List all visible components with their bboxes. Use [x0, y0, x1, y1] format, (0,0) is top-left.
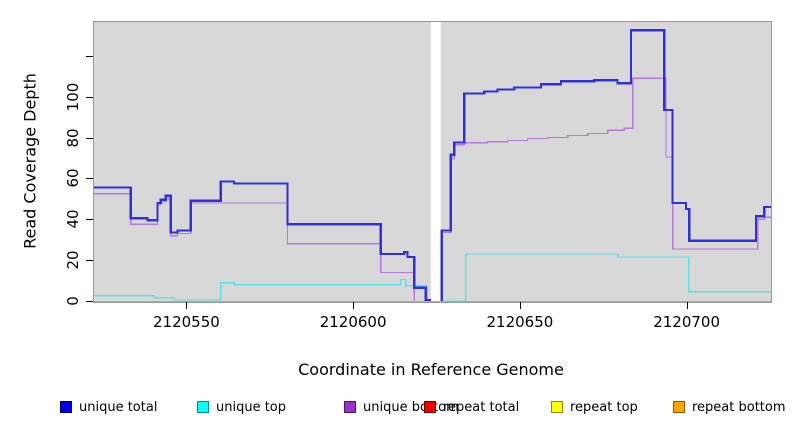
- legend-item-unique-top: unique top: [197, 399, 287, 415]
- legend-swatch: [673, 401, 685, 413]
- x-tick-label: 2120650: [486, 313, 554, 331]
- legend-label: unique top: [216, 399, 287, 415]
- coverage-chart-svg: [94, 22, 771, 302]
- series-line-unique-total: [440, 29, 771, 302]
- y-tick-label: 80: [64, 127, 82, 148]
- y-tick-label: 40: [64, 209, 82, 229]
- legend-item-unique-total: unique total: [60, 399, 158, 415]
- y-tick-mark: [86, 260, 93, 262]
- x-tick-mark: [519, 302, 521, 309]
- series-line-unique-total: [94, 180, 431, 302]
- legend-swatch: [424, 401, 436, 413]
- x-axis-title: Coordinate in Reference Genome: [298, 360, 564, 379]
- no-data-gap-band: [430, 22, 441, 302]
- legend-label: repeat bottom: [692, 399, 786, 415]
- plot-panel: [93, 21, 772, 303]
- legend-item-repeat-total: repeat total: [424, 399, 520, 415]
- x-tick-label: 2120700: [653, 313, 720, 331]
- y-tick-mark: [86, 55, 93, 57]
- legend-swatch: [551, 401, 563, 413]
- y-tick-mark: [86, 96, 93, 98]
- y-tick-mark: [86, 219, 93, 221]
- x-tick-label: 2120600: [319, 313, 387, 331]
- y-tick-mark: [86, 178, 93, 180]
- y-tick-mark: [86, 301, 93, 302]
- series-line-unique-bottom: [440, 77, 771, 302]
- legend-item-repeat-top: repeat top: [551, 399, 638, 415]
- x-tick-mark: [353, 302, 355, 309]
- x-tick-mark: [186, 302, 188, 309]
- legend-label: repeat total: [443, 399, 520, 415]
- legend-item-repeat-bottom: repeat bottom: [673, 399, 786, 415]
- legend-swatch: [344, 401, 356, 413]
- legend-label: repeat top: [570, 399, 638, 415]
- x-tick-label: 2120550: [152, 313, 220, 331]
- y-tick-mark: [86, 137, 93, 139]
- series-line-unique-top: [94, 278, 431, 302]
- legend-label: unique total: [79, 399, 158, 415]
- y-tick-label: 100: [64, 82, 82, 111]
- y-tick-label: 20: [64, 250, 82, 270]
- legend-swatch: [60, 401, 72, 413]
- series-line-unique-top: [440, 253, 771, 302]
- y-axis-title: Read Coverage Depth: [20, 73, 40, 249]
- x-tick-mark: [686, 302, 688, 309]
- y-tick-label: 60: [64, 168, 82, 188]
- y-tick-label: 0: [64, 296, 82, 306]
- legend-swatch: [197, 401, 209, 413]
